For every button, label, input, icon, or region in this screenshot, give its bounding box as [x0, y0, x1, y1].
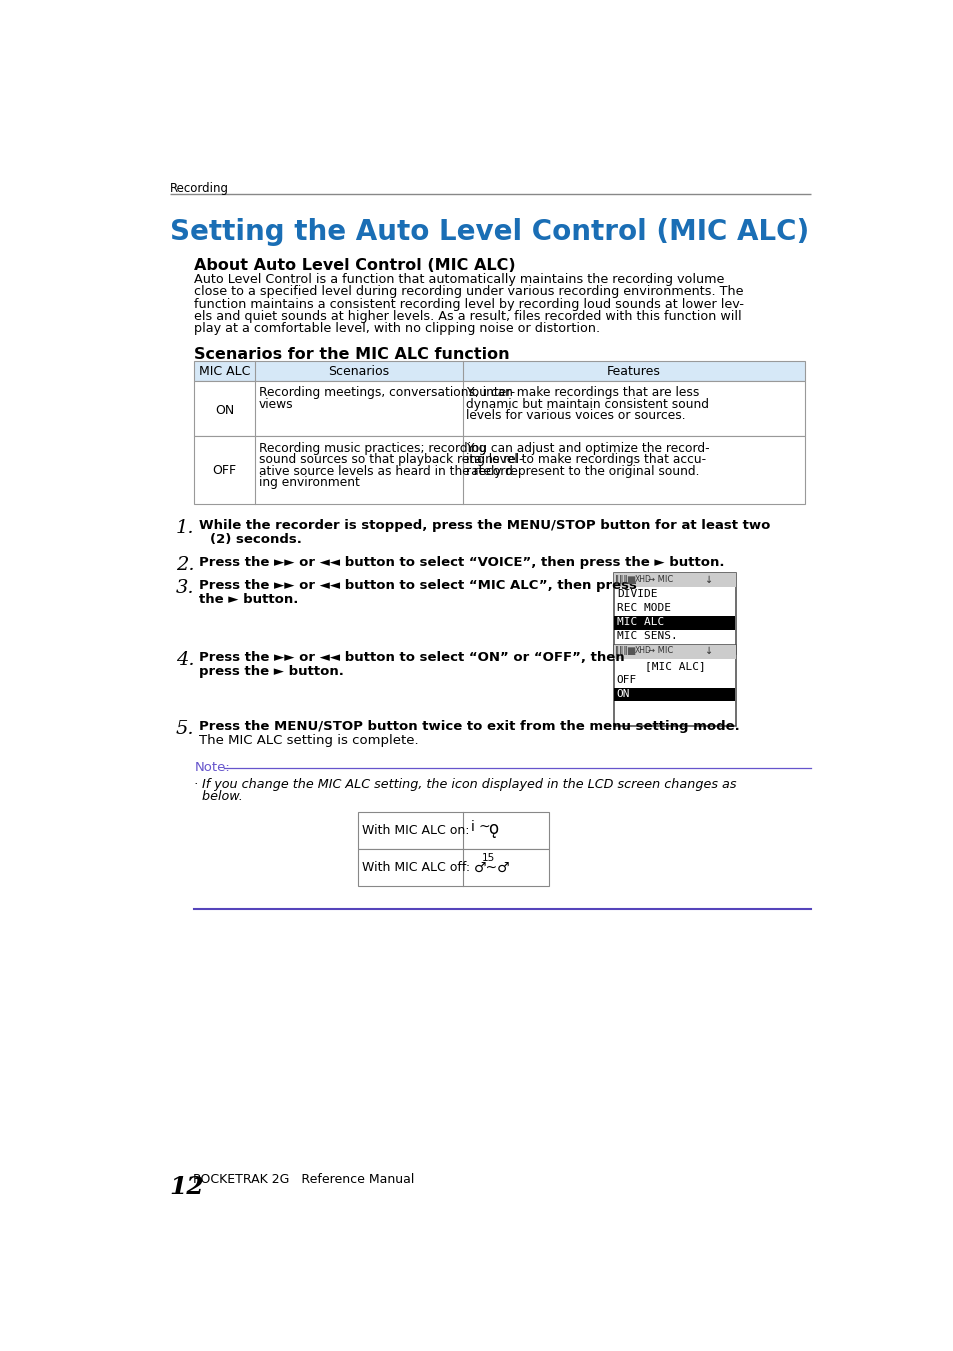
- Bar: [357, 812, 548, 848]
- Text: ‖‖‖: ‖‖‖: [615, 574, 627, 584]
- Bar: [613, 573, 736, 654]
- Text: Recording meetings, conversations, inter-: Recording meetings, conversations, inter…: [258, 386, 515, 399]
- Text: sound sources so that playback retains rel-: sound sources so that playback retains r…: [258, 453, 522, 466]
- Text: rately represent to the original sound.: rately represent to the original sound.: [466, 465, 700, 478]
- Text: 12: 12: [170, 1174, 204, 1198]
- Text: 4.: 4.: [175, 651, 194, 669]
- Text: close to a specified level during recording under various recording environments: close to a specified level during record…: [194, 285, 743, 299]
- Text: XHD: XHD: [634, 574, 651, 584]
- Text: views: views: [258, 397, 294, 411]
- Text: ing level to make recordings that accu-: ing level to make recordings that accu-: [466, 453, 706, 466]
- Text: With MIC ALC off:: With MIC ALC off:: [361, 861, 470, 874]
- Text: ♂~♂: ♂~♂: [474, 862, 510, 875]
- Text: POCKETRAK 2G   Reference Manual: POCKETRAK 2G Reference Manual: [193, 1173, 414, 1186]
- Text: Setting the Auto Level Control (MIC ALC): Setting the Auto Level Control (MIC ALC): [170, 218, 808, 246]
- Text: play at a comfortable level, with no clipping noise or distortion.: play at a comfortable level, with no cli…: [194, 323, 600, 335]
- Text: ON: ON: [214, 404, 234, 417]
- Text: ‖‖‖: ‖‖‖: [615, 646, 627, 655]
- Text: → MIC: → MIC: [647, 574, 673, 584]
- Text: Recording: Recording: [170, 182, 229, 195]
- Text: levels for various voices or sources.: levels for various voices or sources.: [466, 409, 685, 423]
- Text: [MIC ALC]: [MIC ALC]: [644, 661, 704, 671]
- Text: ~: ~: [478, 820, 490, 834]
- Text: ative source levels as heard in the record-: ative source levels as heard in the reco…: [258, 465, 517, 478]
- Text: 5.: 5.: [175, 720, 194, 739]
- Text: Note:: Note:: [194, 761, 230, 774]
- Text: Press the ►► or ◄◄ button to select “ON” or “OFF”, then: Press the ►► or ◄◄ button to select “ON”…: [199, 651, 624, 665]
- Text: Features: Features: [606, 365, 660, 378]
- Text: ing environment: ing environment: [258, 477, 359, 489]
- Text: 15: 15: [481, 852, 495, 863]
- Text: DIVIDE: DIVIDE: [617, 589, 657, 600]
- Text: (2) seconds.: (2) seconds.: [210, 534, 301, 546]
- Bar: [194, 381, 804, 436]
- Text: els and quiet sounds at higher levels. As a result, files recorded with this fun: els and quiet sounds at higher levels. A…: [194, 309, 741, 323]
- Text: XHD: XHD: [634, 646, 651, 655]
- Text: REC MODE: REC MODE: [617, 604, 670, 613]
- Text: ■: ■: [625, 574, 635, 585]
- Text: press the ► button.: press the ► button.: [199, 665, 344, 678]
- Text: i: i: [471, 820, 475, 834]
- Text: ǫ: ǫ: [488, 820, 497, 838]
- Text: ↓: ↓: [704, 574, 713, 585]
- Bar: [613, 644, 736, 725]
- Bar: [613, 573, 736, 588]
- Text: With MIC ALC on:: With MIC ALC on:: [361, 824, 469, 836]
- Text: function maintains a consistent recording level by recording loud sounds at lowe: function maintains a consistent recordin…: [194, 297, 743, 311]
- Bar: [614, 688, 735, 701]
- Text: MIC ALC: MIC ALC: [617, 617, 663, 627]
- Text: Press the ►► or ◄◄ button to select “VOICE”, then press the ► button.: Press the ►► or ◄◄ button to select “VOI…: [199, 557, 724, 569]
- Text: MIC ALC: MIC ALC: [199, 365, 250, 378]
- Bar: [614, 616, 735, 630]
- Text: 1.: 1.: [175, 519, 194, 538]
- Text: While the recorder is stopped, press the MENU/STOP button for at least two: While the recorder is stopped, press the…: [199, 519, 770, 532]
- Text: the ► button.: the ► button.: [199, 593, 298, 607]
- Text: Auto Level Control is a function that automatically maintains the recording volu: Auto Level Control is a function that au…: [194, 273, 724, 286]
- Text: 2.: 2.: [175, 557, 194, 574]
- Bar: [613, 644, 736, 659]
- Text: About Auto Level Control (MIC ALC): About Auto Level Control (MIC ALC): [194, 258, 516, 273]
- Text: 3.: 3.: [175, 580, 194, 597]
- Bar: [194, 436, 804, 504]
- Text: OFF: OFF: [617, 676, 637, 685]
- Bar: [357, 848, 548, 886]
- Bar: [194, 361, 804, 381]
- Text: OFF: OFF: [213, 463, 236, 477]
- Text: Press the MENU/STOP button twice to exit from the menu setting mode.: Press the MENU/STOP button twice to exit…: [199, 720, 739, 734]
- Text: Press the ►► or ◄◄ button to select “MIC ALC”, then press: Press the ►► or ◄◄ button to select “MIC…: [199, 580, 637, 593]
- Text: below.: below.: [194, 790, 243, 804]
- Text: You can adjust and optimize the record-: You can adjust and optimize the record-: [466, 442, 709, 455]
- Text: · If you change the MIC ALC setting, the icon displayed in the LCD screen change: · If you change the MIC ALC setting, the…: [194, 778, 736, 792]
- Text: Recording music practices; recording: Recording music practices; recording: [258, 442, 486, 455]
- Text: ↓: ↓: [704, 646, 713, 657]
- Text: You can make recordings that are less: You can make recordings that are less: [466, 386, 700, 399]
- Text: → MIC: → MIC: [647, 646, 673, 655]
- Text: MIC SENS.: MIC SENS.: [617, 631, 677, 642]
- Text: The MIC ALC setting is complete.: The MIC ALC setting is complete.: [199, 734, 418, 747]
- Text: Scenarios: Scenarios: [328, 365, 389, 378]
- Text: Scenarios for the MIC ALC function: Scenarios for the MIC ALC function: [194, 347, 510, 362]
- Text: dynamic but maintain consistent sound: dynamic but maintain consistent sound: [466, 397, 709, 411]
- Text: ON: ON: [617, 689, 630, 698]
- Text: ■: ■: [625, 646, 635, 657]
